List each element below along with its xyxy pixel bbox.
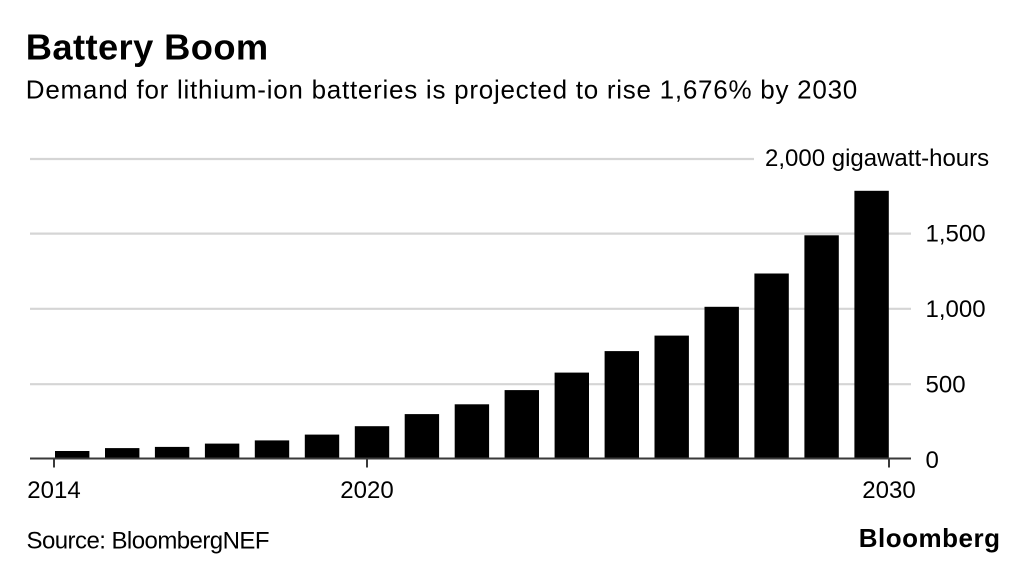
svg-text:Battery Boom: Battery Boom [26,27,269,68]
svg-text:2020: 2020 [340,477,393,504]
svg-text:2014: 2014 [27,477,80,504]
svg-text:Demand for lithium-ion batteri: Demand for lithium-ion batteries is proj… [26,75,858,105]
svg-text:2,000 gigawatt-hours: 2,000 gigawatt-hours [765,145,989,172]
svg-text:1,000: 1,000 [926,296,986,323]
svg-text:1,500: 1,500 [926,221,986,248]
svg-text:0: 0 [926,447,939,474]
svg-text:Source: BloombergNEF: Source: BloombergNEF [27,528,269,555]
svg-text:Bloomberg: Bloomberg [859,523,1001,553]
svg-text:500: 500 [926,372,966,399]
svg-text:2030: 2030 [862,477,915,504]
